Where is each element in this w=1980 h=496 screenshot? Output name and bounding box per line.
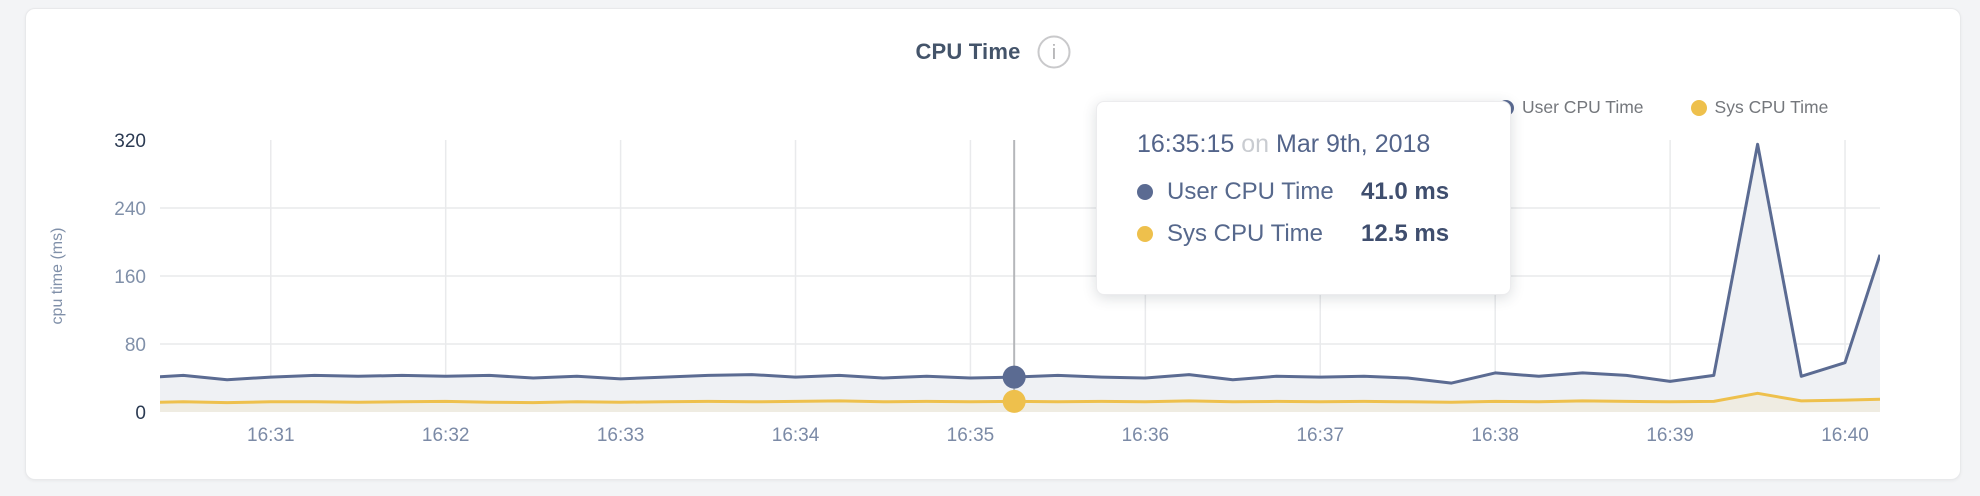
x-tick-label: 16:38	[1471, 425, 1519, 446]
user-cpu-time-area	[160, 144, 1880, 412]
selected-point-user-dot	[1002, 365, 1026, 389]
x-tick-label: 16:33	[597, 425, 645, 446]
tooltip-sys-value: 12.5 ms	[1361, 220, 1450, 247]
tooltip-sys-label: Sys CPU Time	[1167, 220, 1324, 247]
chart-title: CPU Time	[915, 39, 1021, 64]
legend-label-sys-cpu-time: Sys CPU Time	[1714, 97, 1829, 117]
tooltip-title: 16:35:15 on Mar 9th, 2018	[1137, 130, 1510, 159]
x-tick-label: 16:32	[422, 425, 470, 446]
tooltip-row-sys: Sys CPU Time 12.5 ms	[1137, 213, 1510, 255]
y-tick-label: 240	[114, 199, 146, 220]
y-tick-label: 320	[114, 131, 146, 152]
info-icon[interactable]: i	[1037, 35, 1071, 69]
tick-layer: 16:31 16:32 16:33 16:34 16:35 16:36 16:37 16:38…	[114, 131, 1868, 446]
x-tick-label: 16:35	[947, 425, 995, 446]
tooltip-time: 16:35:15	[1137, 130, 1235, 158]
x-tick-label: 16:39	[1646, 425, 1694, 446]
legend-item-sys-cpu-time[interactable]: Sys CPU Time	[1690, 97, 1829, 118]
chart-tooltip: 16:35:15 on Mar 9th, 2018 User CPU Time …	[1096, 101, 1511, 295]
x-tick-label: 16:40	[1821, 425, 1869, 446]
tooltip-row-user: User CPU Time 41.0 ms	[1137, 171, 1510, 213]
x-tick-label: 16:34	[772, 425, 820, 446]
y-tick-label: 160	[114, 267, 146, 288]
tooltip-user-label: User CPU Time	[1167, 178, 1334, 205]
y-axis-title: cpu time (ms)	[49, 228, 66, 325]
grid-layer	[160, 140, 1880, 412]
sys-cpu-series-dot-icon	[1690, 99, 1707, 116]
x-tick-label: 16:37	[1296, 425, 1344, 446]
tooltip-user-dot-icon	[1137, 184, 1153, 200]
selected-point-sys-dot	[1002, 389, 1026, 413]
tooltip-sys-dot-icon	[1137, 226, 1153, 242]
legend-label-user-cpu-time: User CPU Time	[1522, 97, 1644, 117]
x-tick-label: 16:36	[1122, 425, 1170, 446]
legend-item-user-cpu-time[interactable]: User CPU Time	[1498, 97, 1644, 118]
user-cpu-time-line	[160, 142, 1880, 385]
card-title-row: CPU Time i	[26, 35, 1960, 69]
tooltip-connector: on	[1241, 130, 1270, 158]
y-tick-label: 80	[125, 335, 146, 356]
crosshair-layer	[1002, 140, 1026, 413]
tooltip-user-value: 41.0 ms	[1361, 178, 1450, 205]
x-tick-label: 16:31	[247, 425, 295, 446]
svg-text:i: i	[1051, 42, 1055, 64]
chart-legend: User CPU Time Sys CPU Time	[1498, 97, 1828, 118]
tooltip-date: Mar 9th, 2018	[1276, 130, 1431, 158]
y-tick-label: 0	[135, 403, 146, 424]
